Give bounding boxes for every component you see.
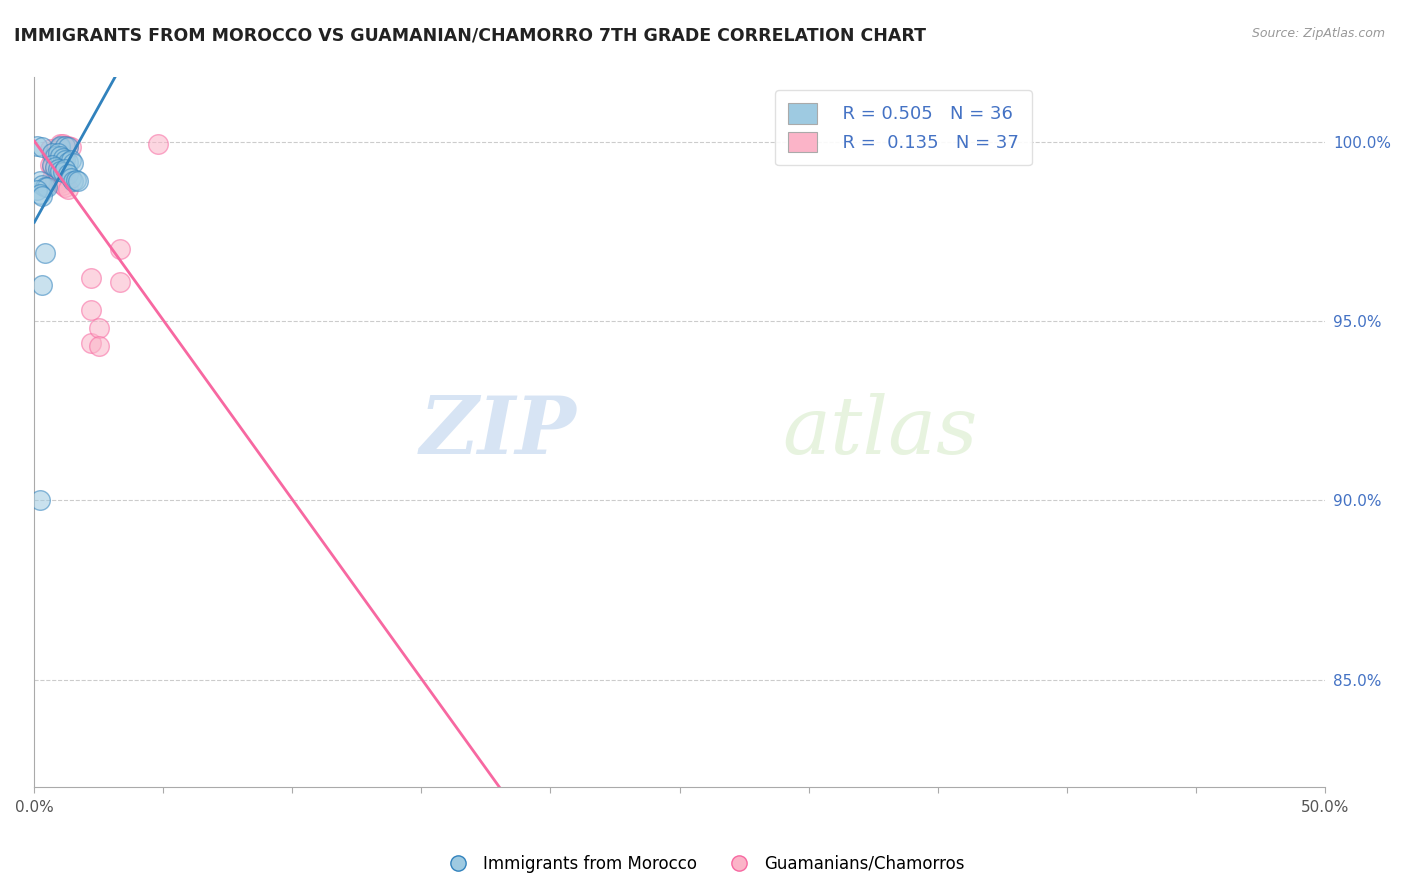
Point (62, 174, 84, 188)
Point (49, 138, 72, 153)
Point (53, 153, 76, 167)
Point (41, 160, 63, 174)
Point (44, 151, 66, 165)
Point (41, 145, 63, 160)
Point (44, 172, 66, 186)
Point (46, 145, 69, 160)
Point (34, 179, 56, 194)
Point (53, 138, 76, 153)
Point (52, 178, 75, 192)
Point (28, 493, 51, 508)
Point (44, 144, 66, 158)
Point (56, 181, 79, 195)
Point (37, 179, 59, 194)
Point (44, 149, 66, 163)
Text: Source: ZipAtlas.com: Source: ZipAtlas.com (1251, 27, 1385, 40)
Point (59, 153, 82, 167)
Point (46, 153, 69, 167)
Point (49, 136, 72, 151)
Point (31, 188, 53, 202)
Point (53, 179, 76, 194)
Point (56, 139, 79, 153)
Point (148, 136, 170, 151)
Point (44, 160, 66, 174)
Point (25, 138, 48, 153)
Point (52, 151, 75, 165)
Point (53, 161, 76, 176)
Point (38, 158, 60, 172)
Point (52, 137, 75, 152)
Point (38, 142, 60, 156)
Point (53, 138, 76, 153)
Point (41, 149, 63, 163)
Point (62, 156, 84, 170)
Point (25, 183, 48, 197)
Point (80, 335, 103, 350)
Point (52, 156, 75, 170)
Point (56, 154, 79, 169)
Point (46, 174, 69, 188)
Point (44, 161, 66, 176)
Point (46, 163, 69, 178)
Point (49, 149, 72, 163)
Point (49, 163, 72, 178)
Legend:   R = 0.505   N = 36,   R =  0.135   N = 37: R = 0.505 N = 36, R = 0.135 N = 37 (775, 90, 1032, 165)
Point (59, 140, 82, 154)
Point (49, 147, 72, 161)
Point (56, 140, 79, 154)
Point (34, 246, 56, 260)
Legend: Immigrants from Morocco, Guamanians/Chamorros: Immigrants from Morocco, Guamanians/Cham… (434, 848, 972, 880)
Point (41, 170, 63, 185)
Point (108, 243, 131, 257)
Point (49, 140, 72, 154)
Point (80, 271, 103, 285)
Text: atlas: atlas (783, 393, 979, 471)
Point (53, 169, 76, 183)
Point (28, 186, 51, 201)
Point (41, 158, 63, 172)
Point (87, 339, 110, 353)
Point (49, 154, 72, 169)
Point (31, 278, 53, 293)
Point (67, 174, 90, 188)
Text: IMMIGRANTS FROM MOROCCO VS GUAMANIAN/CHAMORRO 7TH GRADE CORRELATION CHART: IMMIGRANTS FROM MOROCCO VS GUAMANIAN/CHA… (14, 27, 927, 45)
Point (108, 275, 131, 289)
Point (49, 176, 72, 190)
Point (46, 161, 69, 176)
Text: ZIP: ZIP (419, 393, 576, 471)
Point (31, 178, 53, 192)
Point (31, 140, 53, 154)
Point (28, 174, 51, 188)
Point (52, 167, 75, 181)
Point (46, 145, 69, 160)
Point (65, 172, 87, 186)
Point (56, 167, 79, 181)
Point (80, 303, 103, 318)
Point (52, 165, 75, 179)
Point (87, 321, 110, 335)
Point (41, 145, 63, 160)
Point (49, 165, 72, 179)
Point (59, 170, 82, 185)
